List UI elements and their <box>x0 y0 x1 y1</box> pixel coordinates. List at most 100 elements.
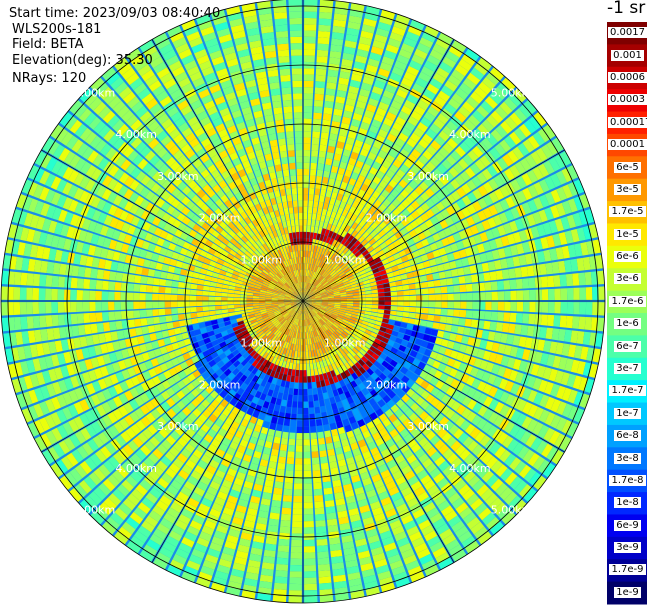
ppi-gate <box>102 270 111 280</box>
ppi-gate <box>145 202 155 213</box>
ppi-gate <box>557 260 566 274</box>
ppi-gate <box>433 118 445 130</box>
ppi-gate <box>167 215 177 225</box>
ppi-gate <box>438 443 450 455</box>
ppi-gate <box>353 301 360 304</box>
ppi-gate <box>407 25 423 37</box>
ppi-gate <box>329 335 335 342</box>
ppi-gate <box>445 397 456 408</box>
ppi-gate <box>260 379 267 388</box>
ppi-gate <box>165 279 173 287</box>
ppi-gate <box>293 305 299 310</box>
ppi-gate <box>433 315 441 323</box>
ppi-gate <box>426 357 435 367</box>
ppi-gate <box>90 393 101 406</box>
ppi-gate <box>286 306 293 311</box>
ppi-gate <box>309 270 313 278</box>
ppi-gate <box>342 541 355 550</box>
ppi-gate <box>318 334 323 342</box>
ppi-gate <box>220 552 234 563</box>
ppi-gate <box>430 265 439 274</box>
ppi-gate <box>74 464 88 479</box>
ppi-gate <box>279 444 288 452</box>
ppi-gate <box>317 43 329 51</box>
ppi-gate <box>450 213 460 224</box>
ppi-gate <box>271 335 277 342</box>
ppi-gate <box>134 396 145 407</box>
ppi-gate <box>551 449 564 465</box>
ppi-gate <box>151 340 160 350</box>
ppi-gate <box>60 131 74 146</box>
ppi-gate <box>242 341 250 349</box>
ppi-gate <box>97 378 108 390</box>
ppi-gate <box>308 401 314 408</box>
ppi-gate <box>382 159 392 169</box>
ppi-gate <box>90 196 101 209</box>
ppi-gate <box>165 315 173 323</box>
ppi-gate <box>303 288 305 295</box>
ppi-gate <box>564 230 574 244</box>
ppi-gate <box>304 288 307 295</box>
ppi-gate <box>401 77 414 88</box>
ppi-gate <box>470 498 484 511</box>
ppi-gate <box>331 283 338 289</box>
ppi-gate <box>274 286 281 291</box>
ppi-gate <box>450 325 459 334</box>
ppi-gate <box>121 369 131 380</box>
ppi-gate <box>415 241 424 250</box>
ppi-gate <box>425 462 437 474</box>
ppi-gate <box>318 221 324 228</box>
ppi-gate <box>265 338 272 345</box>
ppi-gate <box>379 212 388 221</box>
ppi-gate <box>432 344 441 353</box>
ppi-gate <box>307 213 312 220</box>
ppi-gate <box>314 295 322 298</box>
ppi-gate <box>303 288 305 295</box>
ppi-gate <box>278 280 285 286</box>
ppi-gate <box>411 54 425 66</box>
ppi-gate <box>313 306 320 311</box>
ppi-gate <box>407 277 415 284</box>
ppi-gate <box>344 312 352 317</box>
ppi-gate <box>292 502 303 509</box>
ppi-gate <box>150 235 160 245</box>
ppi-gate <box>121 479 134 493</box>
ppi-gate <box>462 511 477 525</box>
ppi-gate <box>484 493 498 506</box>
ppi-gate <box>394 231 403 239</box>
ppi-gate <box>400 105 413 116</box>
ppi-gate <box>340 296 347 299</box>
ppi-gate <box>74 202 85 215</box>
ppi-gate <box>160 323 168 331</box>
ppi-gate <box>401 127 412 138</box>
ppi-gate <box>366 172 375 181</box>
ppi-gate <box>192 514 205 525</box>
ppi-gate <box>324 313 331 319</box>
ppi-gate <box>400 189 410 199</box>
ppi-gate <box>402 449 414 459</box>
ppi-gate <box>402 284 410 291</box>
ppi-gate <box>17 346 26 361</box>
ppi-gate <box>223 376 232 385</box>
ppi-gate <box>210 372 219 381</box>
ppi-gate <box>287 444 295 452</box>
ppi-gate <box>92 153 104 167</box>
ppi-gate <box>118 405 129 417</box>
ppi-gate <box>371 473 382 483</box>
ppi-gate <box>216 491 228 501</box>
ppi-gate <box>392 376 401 385</box>
ppi-gate <box>466 204 477 215</box>
ppi-gate <box>113 168 125 181</box>
ppi-gate <box>314 336 319 343</box>
ppi-gate <box>270 326 277 333</box>
ppi-gate <box>331 285 339 290</box>
ppi-gate <box>102 353 112 365</box>
ppi-gate <box>177 301 184 308</box>
ppi-gate <box>286 457 295 465</box>
ppi-gate <box>298 306 302 313</box>
ppi-gate <box>224 432 234 441</box>
ppi-gate <box>244 362 252 370</box>
ppi-gate <box>255 369 262 378</box>
ppi-gate <box>312 463 321 471</box>
ppi-gate <box>99 143 112 156</box>
